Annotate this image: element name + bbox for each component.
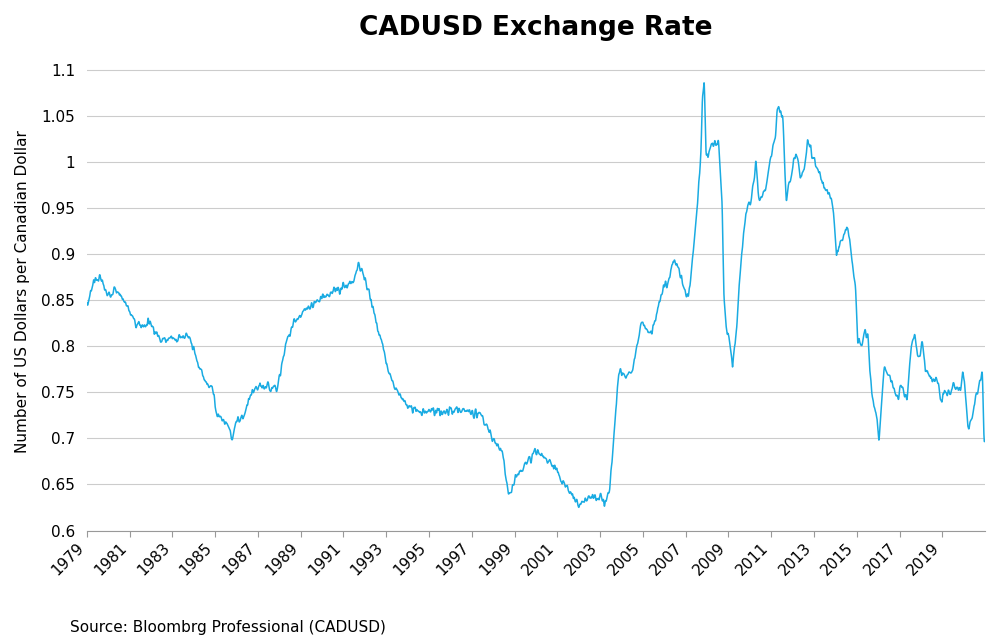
Text: Source: Bloombrg Professional (CADUSD): Source: Bloombrg Professional (CADUSD) [70,619,386,635]
Title: CADUSD Exchange Rate: CADUSD Exchange Rate [359,15,713,41]
Y-axis label: Number of US Dollars per Canadian Dollar: Number of US Dollars per Canadian Dollar [15,130,30,452]
